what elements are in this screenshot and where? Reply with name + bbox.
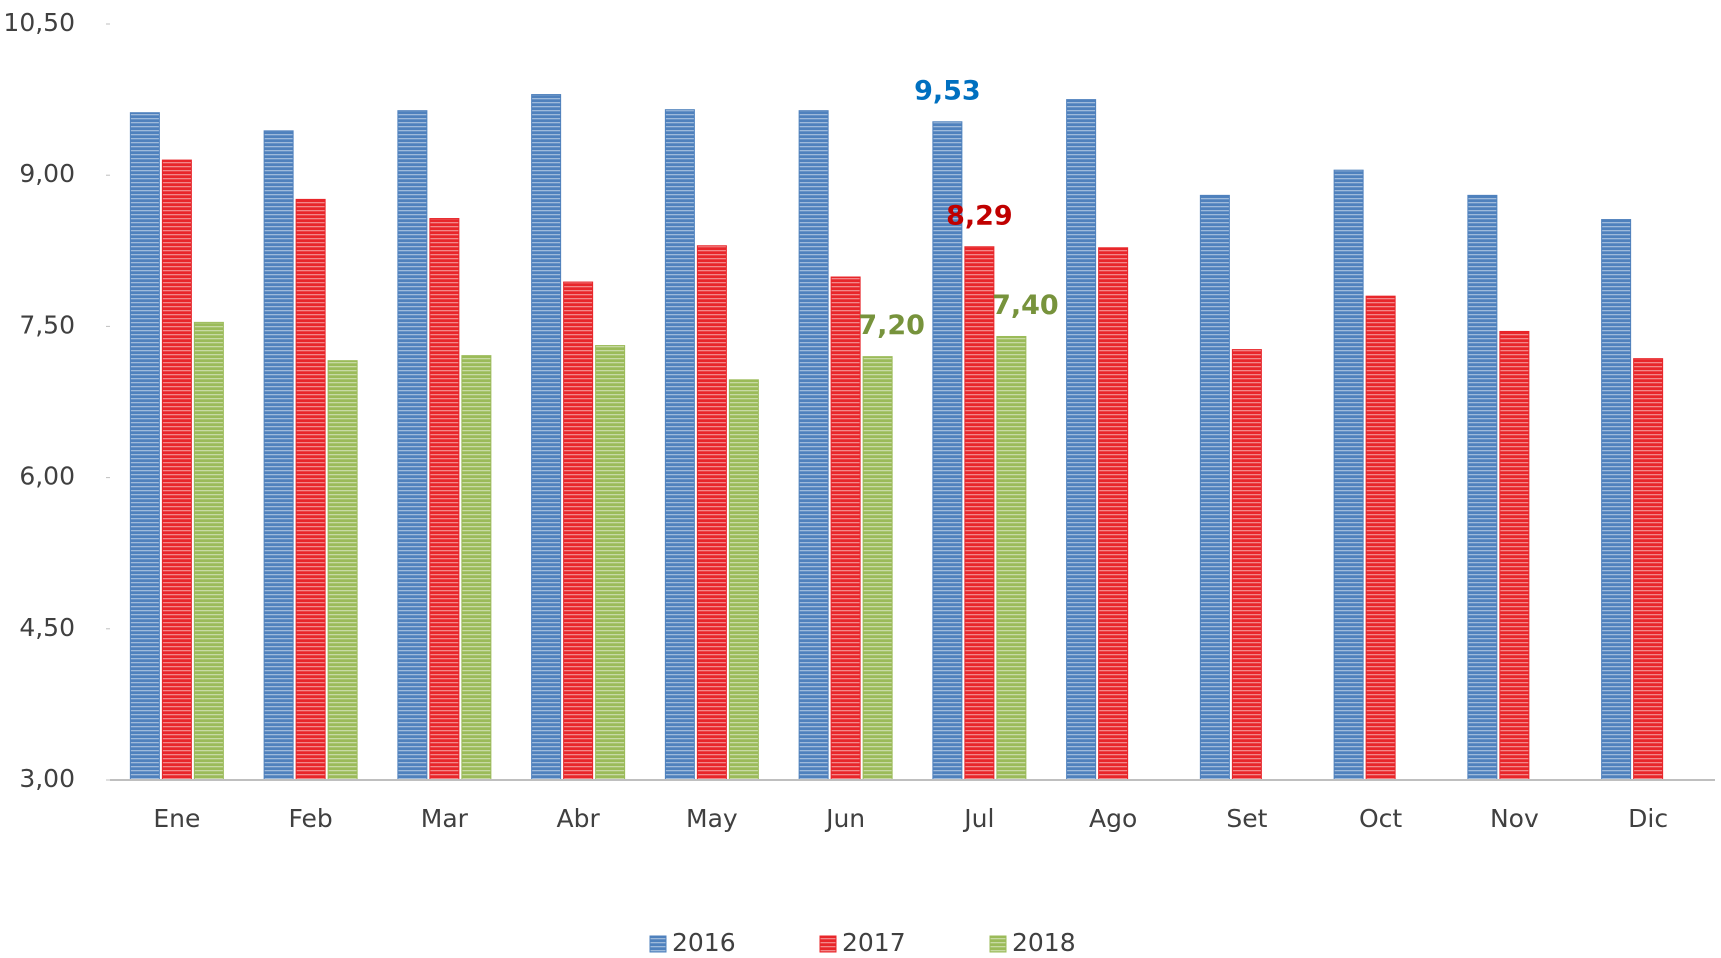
x-tick-label: Oct: [1359, 804, 1402, 833]
bar: [461, 355, 492, 781]
bar: [1601, 219, 1632, 781]
bar: [129, 112, 160, 781]
legend-label: 2016: [672, 928, 736, 957]
bar: [563, 281, 594, 781]
data-label: 8,29: [946, 200, 1013, 231]
x-tick-label: Dic: [1628, 804, 1668, 833]
y-tick-label: 6,00: [19, 462, 75, 491]
y-tick-label: 4,50: [19, 613, 75, 642]
y-tick-label: 3,00: [19, 764, 75, 793]
bar: [429, 218, 460, 781]
bar: [531, 94, 562, 781]
data-label: 7,40: [992, 290, 1059, 321]
bar: [397, 110, 428, 781]
bar: [161, 159, 192, 781]
bar: [798, 110, 829, 781]
bar: [1499, 330, 1530, 781]
bar: [327, 360, 358, 781]
bar: [1231, 349, 1262, 781]
bar: [1467, 194, 1498, 781]
bar: [1333, 169, 1364, 781]
bar: [862, 356, 893, 781]
y-tick-label: 10,50: [3, 8, 75, 37]
bar: [696, 245, 727, 781]
x-tick-label: Set: [1226, 804, 1267, 833]
bar: [1199, 194, 1230, 781]
x-tick-label: Feb: [288, 804, 332, 833]
legend-swatch: [649, 935, 667, 953]
bar: [830, 276, 861, 781]
x-tick-label: Nov: [1490, 804, 1539, 833]
legend-label: 2018: [1012, 928, 1076, 957]
bar: [996, 335, 1027, 781]
x-tick-label: Jun: [824, 804, 865, 833]
bar: [728, 379, 759, 781]
bar: [595, 345, 626, 781]
bar: [1365, 295, 1396, 781]
bar: [1633, 358, 1664, 781]
bar: [664, 109, 695, 781]
bar: [295, 198, 326, 781]
data-label: 7,20: [858, 310, 925, 341]
legend-label: 2017: [842, 928, 906, 957]
legend-swatch: [819, 935, 837, 953]
x-tick-label: Abr: [557, 804, 601, 833]
x-tick-label: May: [686, 804, 738, 833]
data-label: 9,53: [914, 75, 981, 106]
bar: [1098, 247, 1129, 781]
x-tick-label: Ago: [1089, 804, 1137, 833]
x-tick-label: Jul: [962, 804, 994, 833]
bar: [1066, 99, 1097, 781]
x-tick-label: Mar: [421, 804, 469, 833]
bar: [193, 321, 224, 781]
bar: [263, 130, 294, 781]
y-tick-label: 7,50: [19, 310, 75, 339]
x-tick-label: Ene: [153, 804, 200, 833]
y-tick-label: 9,00: [19, 159, 75, 188]
legend-swatch: [989, 935, 1007, 953]
bar: [964, 246, 995, 781]
